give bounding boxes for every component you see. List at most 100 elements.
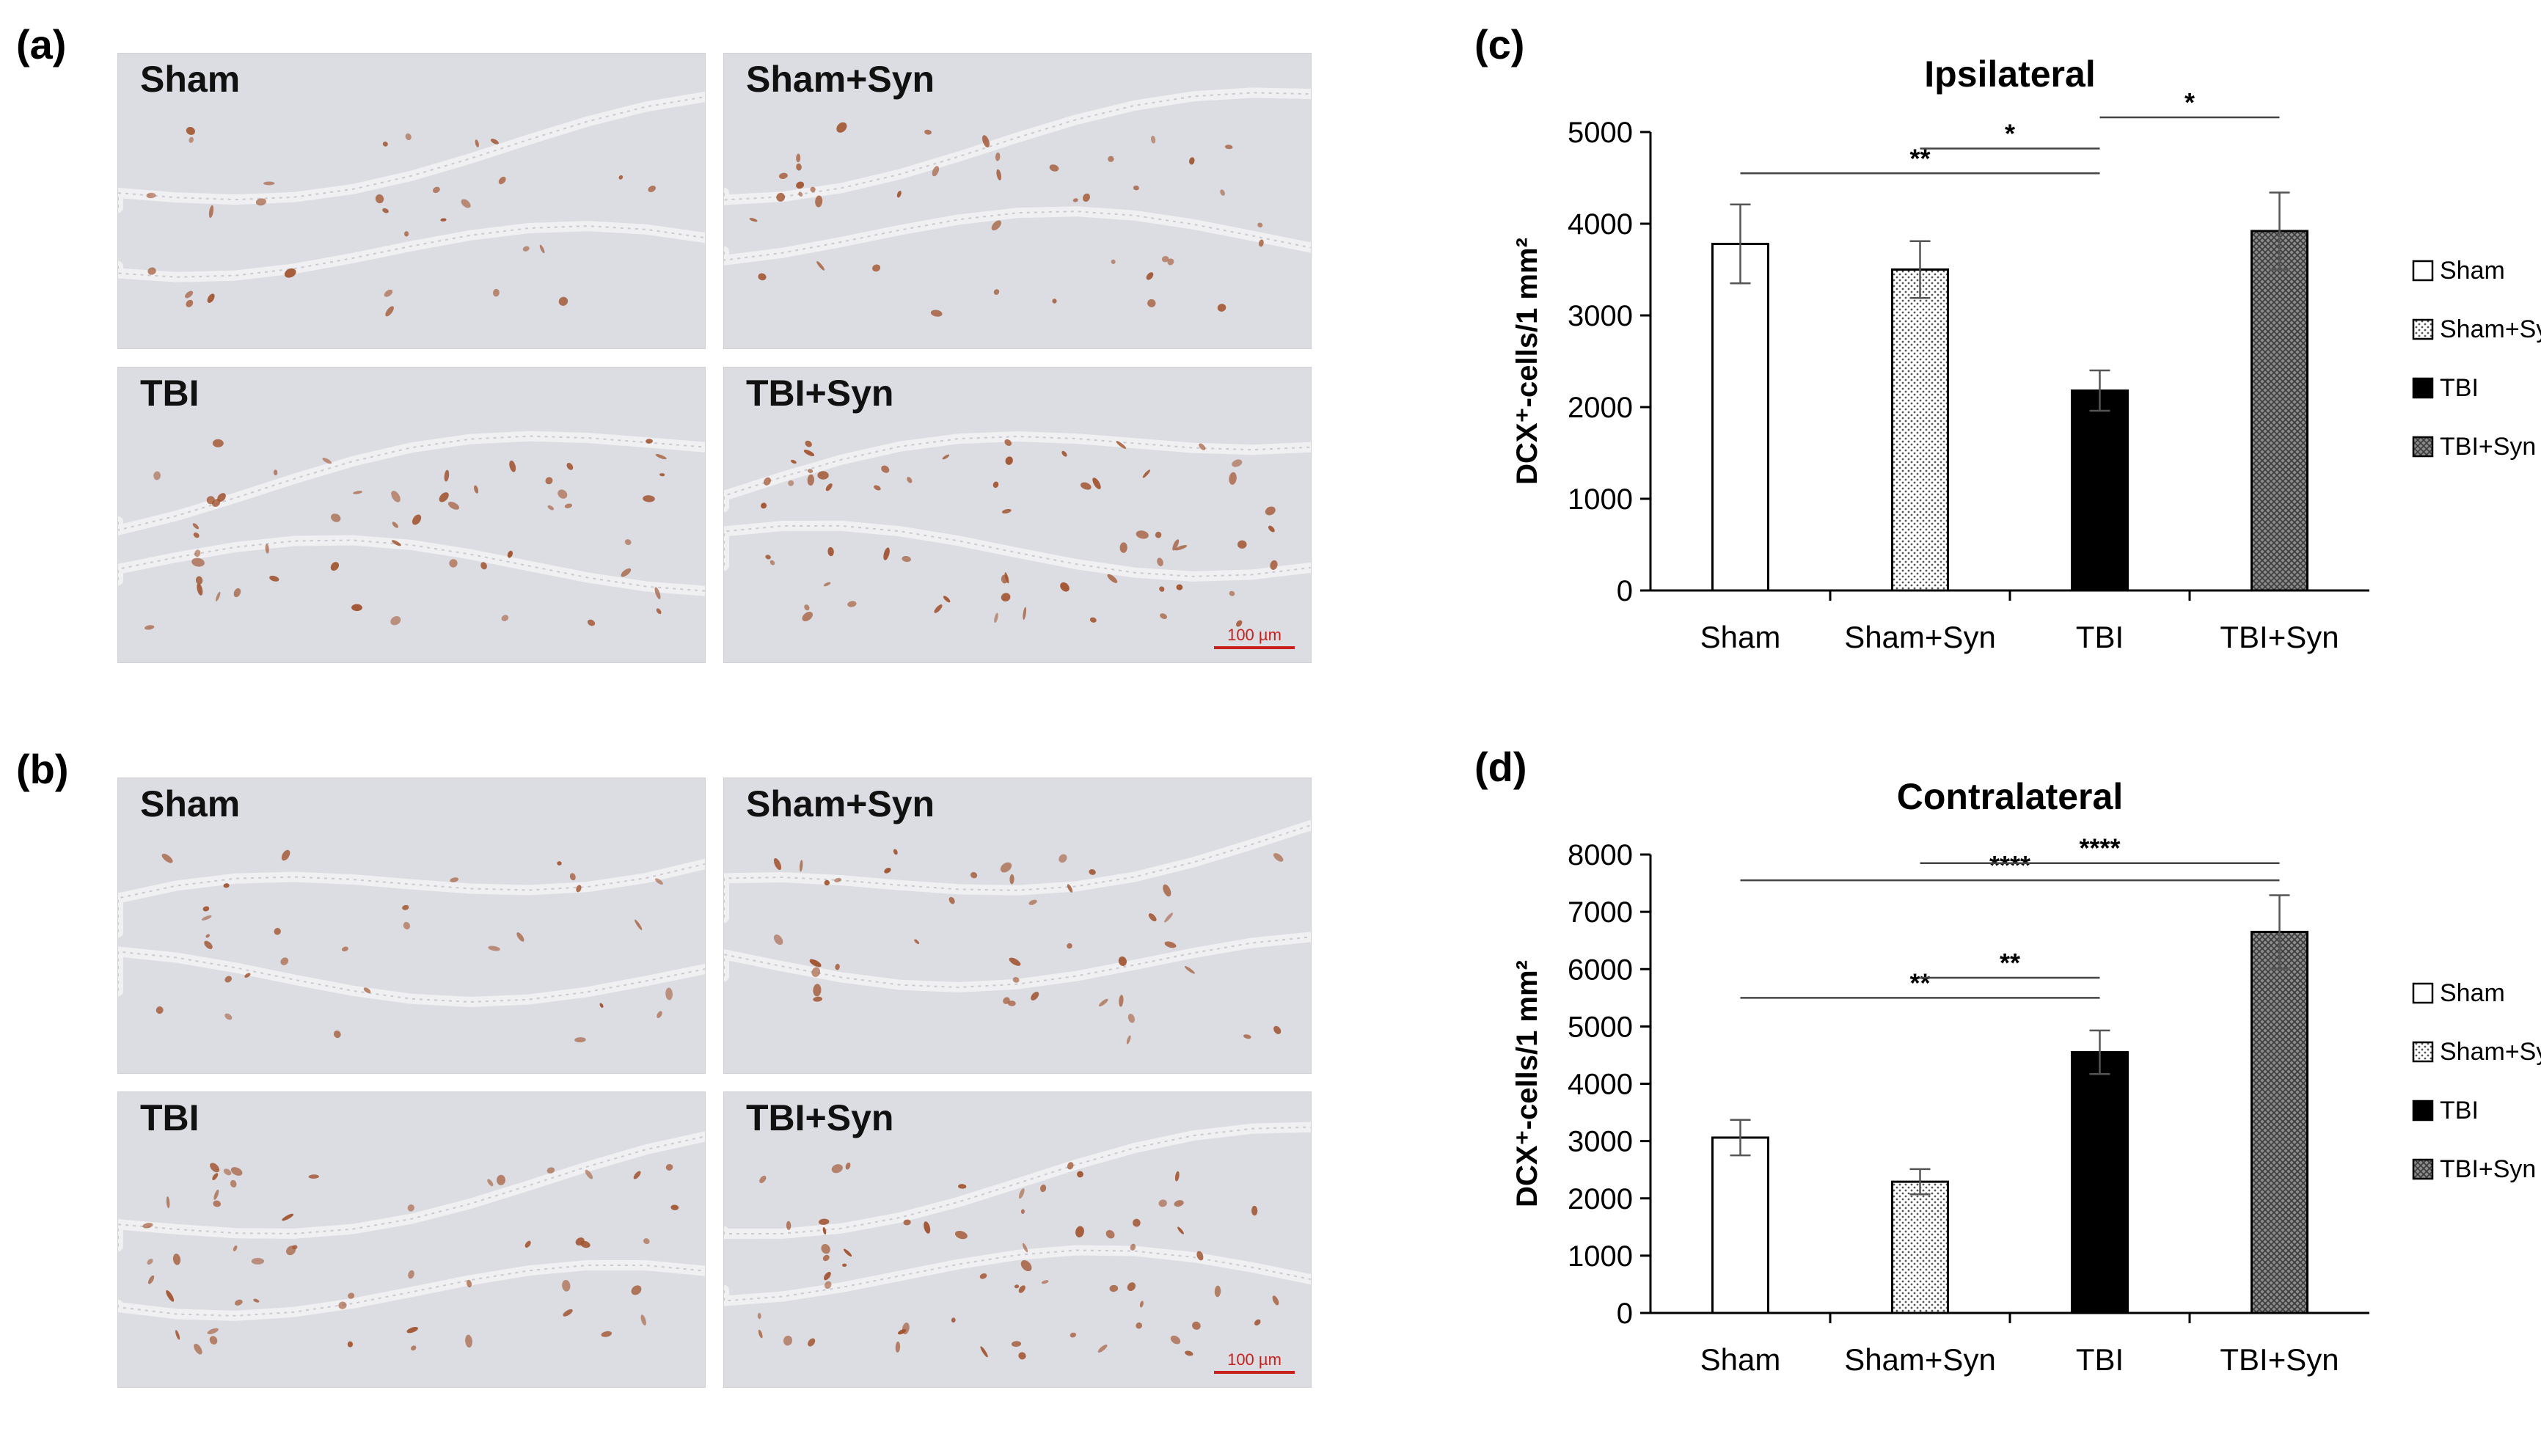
stained-cell: [1229, 590, 1235, 596]
stained-cell: [331, 513, 341, 522]
stained-cell: [1130, 1243, 1136, 1251]
stained-cell: [599, 1003, 604, 1008]
stained-cell: [206, 496, 215, 505]
stained-cell: [1155, 531, 1162, 538]
stained-cell: [930, 310, 943, 317]
stained-cell: [1023, 607, 1027, 621]
stained-cell: [764, 477, 771, 486]
stained-cell: [474, 485, 479, 494]
chart-ipsilateral: (c) Ipsilateral DCX⁺-cells/1 mm² 0 1000 2000 3…: [1467, 0, 2541, 734]
stained-cell: [545, 477, 553, 485]
stained-cell: [621, 568, 632, 577]
stained-cell: [1111, 259, 1116, 264]
stained-cell: [244, 973, 251, 978]
stained-cell: [991, 220, 1001, 231]
stained-cell: [224, 1013, 233, 1020]
stained-cell: [1072, 198, 1078, 202]
granule-layer: [724, 206, 1311, 266]
stained-cell: [1167, 258, 1174, 266]
granule-layer-edge: [118, 225, 705, 278]
stained-cell: [322, 458, 332, 464]
stained-cell: [201, 915, 212, 921]
bar: [2071, 389, 2129, 592]
stained-cell: [1254, 1319, 1261, 1326]
stained-cell: [643, 1238, 650, 1245]
legend-label: TBI+Syn: [2440, 1155, 2536, 1183]
stained-cell: [1177, 1226, 1184, 1234]
y-tick-label: 5000: [1568, 117, 1633, 149]
stained-cell: [382, 208, 389, 213]
stained-cell: [1270, 560, 1278, 571]
stained-cell: [845, 1162, 851, 1170]
panel-label: (c): [1474, 21, 1524, 67]
stained-cell: [461, 199, 471, 208]
stained-cell: [1133, 1218, 1141, 1227]
stained-cell: [773, 934, 783, 945]
stained-cell: [1272, 1295, 1279, 1306]
stained-cell: [574, 1037, 586, 1043]
stained-cell: [212, 439, 224, 447]
granule-layer-edge: [118, 1264, 705, 1317]
stained-cell: [1136, 530, 1149, 539]
stained-cell: [385, 306, 394, 317]
stained-cell: [1127, 1014, 1135, 1023]
stained-cell: [872, 264, 881, 272]
micrograph-caption: Sham+Syn: [746, 783, 935, 824]
stained-cell: [234, 1299, 243, 1306]
stained-cell: [166, 1196, 170, 1209]
legend-label: Sham: [2440, 979, 2505, 1007]
stained-cell: [1082, 193, 1091, 202]
stained-cell: [197, 583, 203, 596]
micrograph-b-sham: Sham: [117, 778, 706, 1074]
stained-cell: [883, 547, 890, 560]
stained-cell: [1220, 189, 1225, 196]
stained-cell: [375, 194, 384, 204]
stained-cell: [274, 928, 281, 935]
stained-cell: [265, 544, 269, 554]
category-label: Sham+Syn: [1844, 620, 1996, 654]
stained-cell: [804, 604, 810, 611]
bar: [1891, 1180, 1949, 1314]
stained-cell: [522, 246, 530, 252]
stained-cell: [1067, 884, 1073, 893]
category-label: TBI: [2076, 1342, 2124, 1377]
stained-cell: [161, 853, 173, 863]
stained-cell: [411, 1345, 417, 1351]
stained-cell: [1067, 943, 1072, 949]
stained-cell: [223, 1168, 232, 1176]
stained-cell: [186, 299, 194, 307]
stained-cell: [980, 1346, 988, 1358]
stained-cell: [670, 1204, 679, 1210]
stained-cell: [903, 1219, 911, 1226]
stained-cell: [501, 615, 509, 621]
tissue-texture: [118, 92, 705, 317]
stained-cell: [914, 939, 920, 945]
stained-cell: [893, 849, 898, 855]
category-label: TBI+Syn: [2220, 1342, 2339, 1377]
stained-cell: [475, 139, 480, 147]
stained-cell: [1070, 1332, 1077, 1338]
tissue-texture: [724, 1122, 1311, 1360]
granule-layer: [118, 92, 705, 213]
stained-cell: [186, 127, 195, 135]
stained-cell: [1059, 854, 1067, 863]
stained-cell: [831, 1164, 843, 1174]
stained-cell: [601, 1331, 613, 1337]
stained-cell: [251, 1257, 265, 1265]
stained-cell: [819, 1218, 830, 1225]
y-tick-label: 0: [1617, 575, 1633, 607]
stained-cell: [1097, 1345, 1108, 1353]
stained-cell: [147, 1275, 155, 1284]
stained-cell: [1184, 966, 1195, 974]
stained-cell: [805, 440, 812, 447]
y-tick-label: 6000: [1568, 954, 1633, 986]
stained-cell: [1028, 899, 1037, 905]
stained-cell: [1133, 185, 1139, 191]
bar-chart-svg: (c) Ipsilateral DCX⁺-cells/1 mm² 0 1000 2000 3…: [1474, 21, 2541, 654]
stained-cell: [213, 1200, 222, 1207]
granule-layer: [118, 858, 705, 937]
stained-cell: [408, 1270, 414, 1279]
tissue-texture: [118, 431, 705, 630]
y-tick-label: 7000: [1568, 896, 1633, 929]
stained-cell: [633, 1171, 641, 1179]
